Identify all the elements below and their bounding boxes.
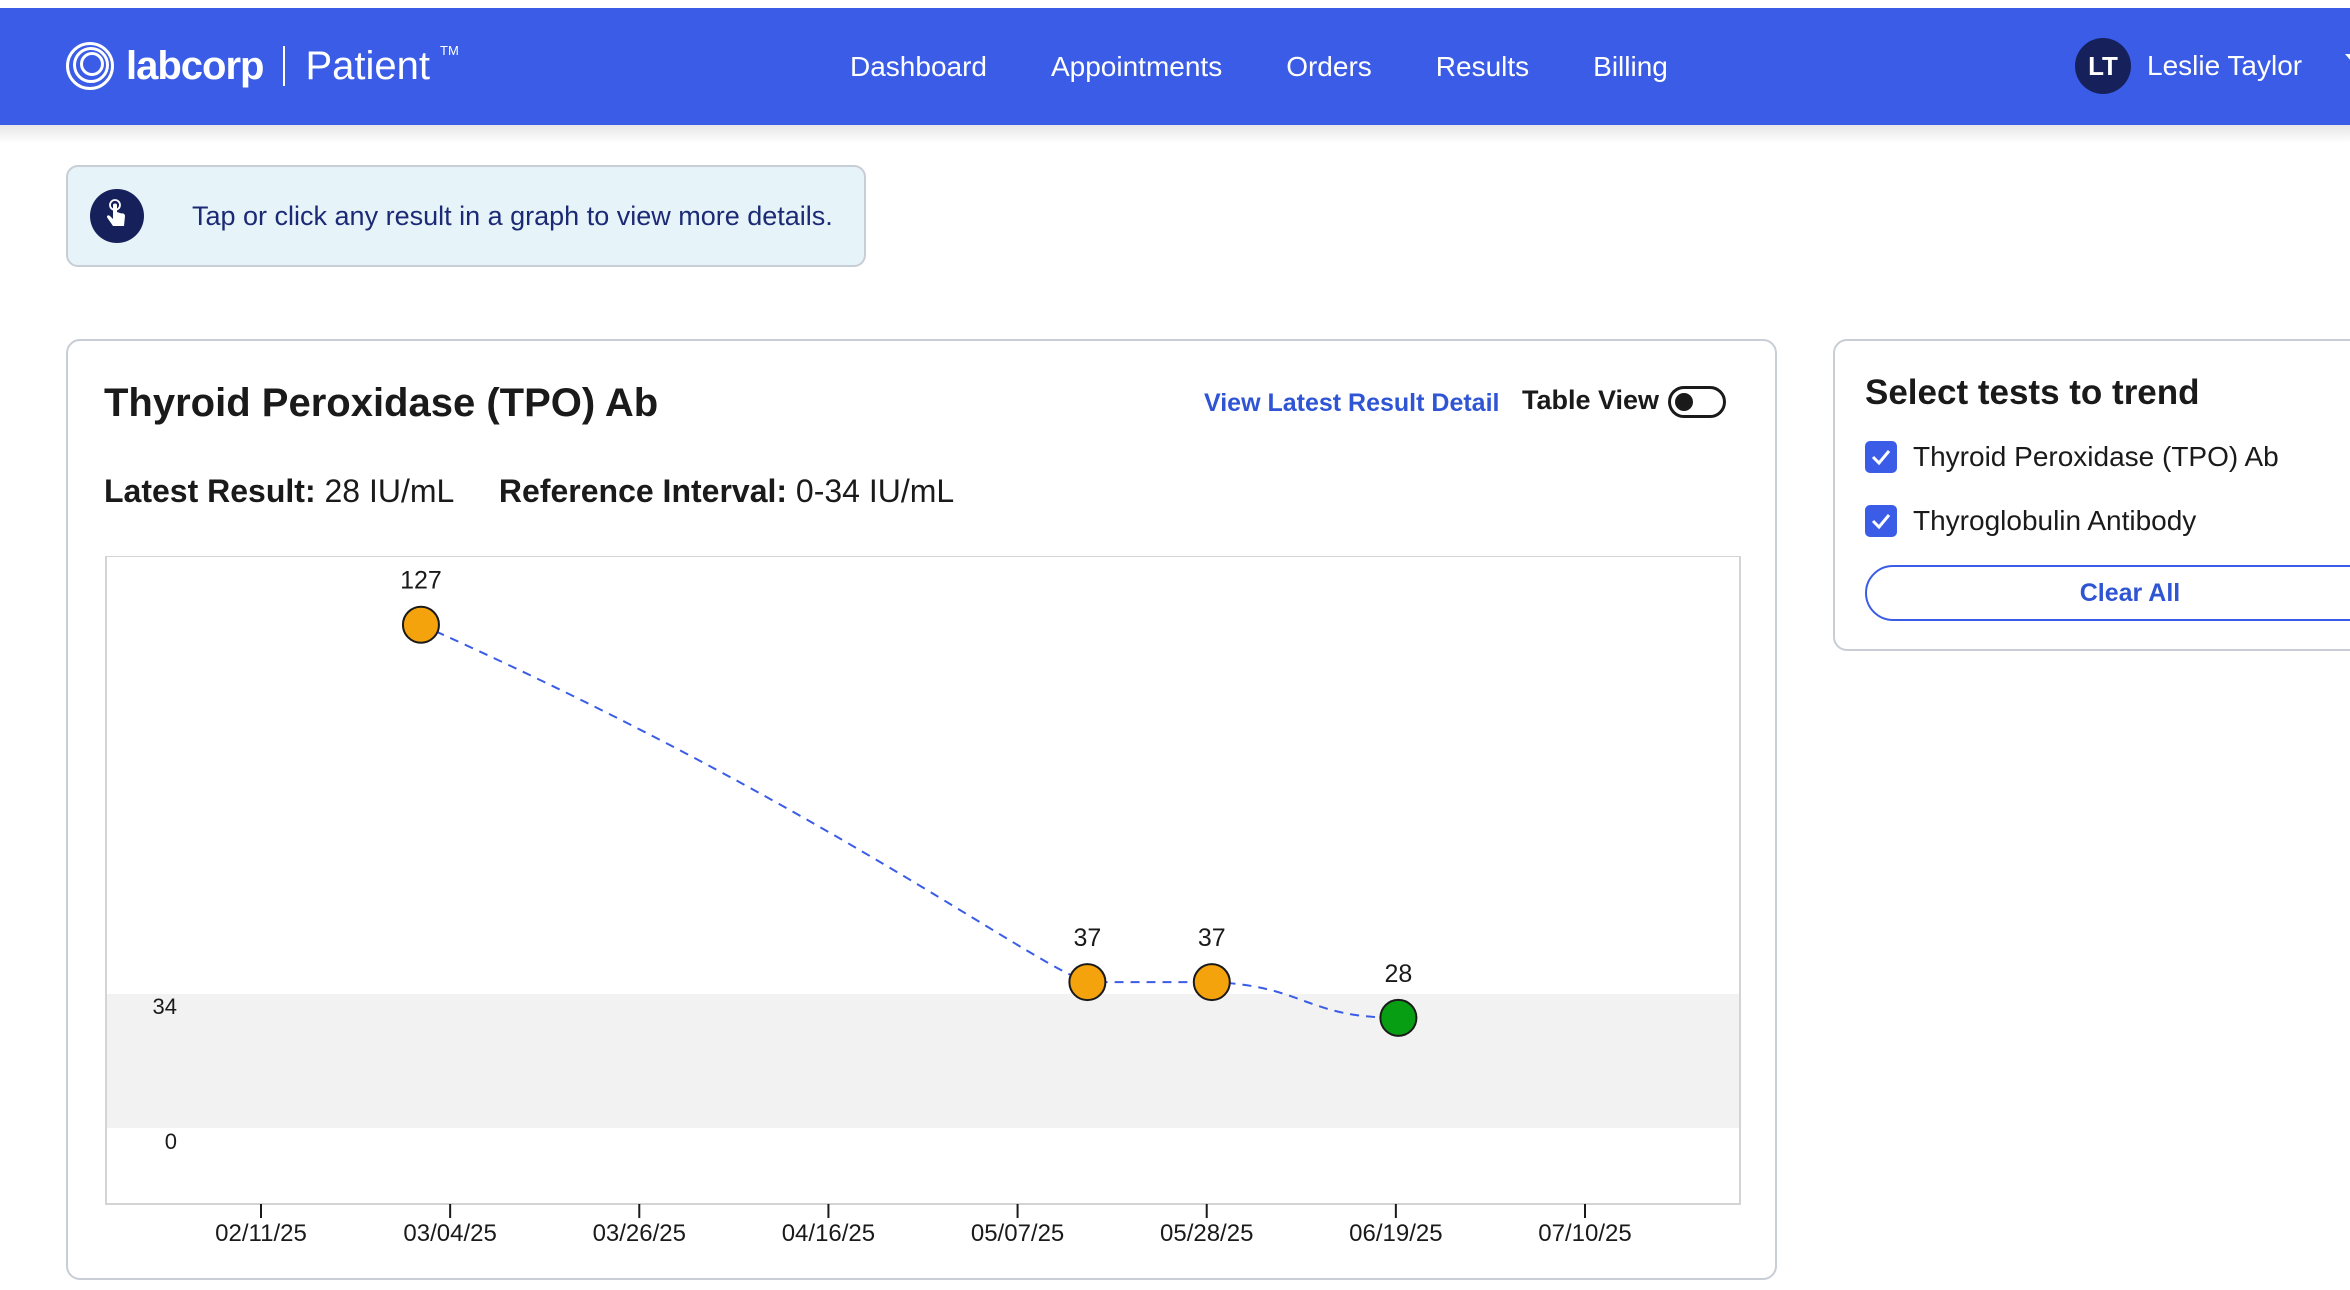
result-point[interactable] [401, 605, 440, 644]
result-summary: Latest Result: 28 IU/mL Reference Interv… [104, 473, 955, 509]
logo-wordmark: labcorp [126, 43, 264, 88]
test-option-label: Thyroglobulin Antibody [1913, 505, 2197, 536]
nav-orders[interactable]: Orders [1286, 50, 1372, 82]
avatar: LT [2075, 38, 2131, 94]
table-view-label: Table View [1522, 385, 1660, 415]
panel-title: Select tests to trend [1865, 373, 2200, 412]
graph-hint-banner: Tap or click any result in a graph to vi… [66, 165, 866, 267]
labcorp-logo-icon [64, 40, 116, 92]
y-tick-label: 34 [153, 994, 177, 1019]
hint-text: Tap or click any result in a graph to vi… [192, 200, 833, 231]
main-nav: Dashboard Appointments Orders Results Bi… [850, 8, 1732, 125]
reference-interval-label: Reference Interval [498, 473, 777, 509]
trend-chart-svg: 34 0 02/11/25 03/04/25 03/26/25 04/16/25 05/07… [105, 556, 1741, 1247]
toggle-knob [1675, 393, 1693, 411]
y-tick-label: 0 [165, 1129, 177, 1154]
logo-divider [283, 46, 286, 86]
x-tick-label: 02/11/25 [215, 1220, 307, 1247]
x-tick-label: 05/28/25 [1160, 1220, 1253, 1247]
labcorp-patient-logo[interactable]: labcorp Patient TM [64, 38, 459, 94]
clear-all-button[interactable]: Clear All [1865, 565, 2350, 621]
result-point[interactable] [1192, 963, 1231, 1002]
test-option-label: Thyroid Peroxidase (TPO) Ab [1913, 441, 2279, 472]
reference-range-band [107, 994, 1739, 1128]
logo-trademark: TM [440, 42, 459, 58]
top-navigation-bar: labcorp Patient TM Dashboard Appointment… [0, 8, 2350, 125]
select-tests-panel: Select tests to trend Thyroid Peroxidase… [1833, 339, 2350, 651]
result-point[interactable] [1379, 998, 1418, 1037]
x-tick-label: 03/26/25 [593, 1220, 686, 1247]
checkbox-checked-icon[interactable] [1865, 505, 1897, 537]
point-value-label: 37 [1198, 924, 1226, 952]
trend-chart-card: Thyroid Peroxidase (TPO) Ab View Latest … [66, 339, 1777, 1280]
latest-result-value: 28 IU/mL [324, 473, 454, 509]
table-view-toggle[interactable] [1668, 386, 1726, 418]
test-option-thyroglobulin[interactable]: Thyroglobulin Antibody [1865, 505, 2196, 537]
point-value-label: 127 [400, 567, 442, 595]
nav-billing[interactable]: Billing [1593, 50, 1668, 82]
x-tick-label: 06/19/25 [1349, 1220, 1442, 1247]
user-name: Leslie Taylor [2147, 50, 2303, 81]
checkbox-checked-icon[interactable] [1865, 441, 1897, 473]
header-shadow [0, 125, 2350, 143]
reference-interval-value: 0-34 IU/mL [795, 473, 955, 509]
point-value-label: 28 [1384, 960, 1412, 988]
x-tick-label: 03/04/25 [403, 1220, 496, 1247]
test-option-tpo[interactable]: Thyroid Peroxidase (TPO) Ab [1865, 441, 2279, 473]
latest-result-label: Latest Result [104, 473, 305, 509]
point-value-label: 37 [1073, 924, 1101, 952]
view-latest-result-link[interactable]: View Latest Result Detail [1204, 389, 1500, 417]
nav-results[interactable]: Results [1435, 50, 1530, 82]
nav-dashboard[interactable]: Dashboard [850, 50, 987, 82]
user-menu[interactable]: LT Leslie Taylor [2075, 38, 2350, 94]
test-title: Thyroid Peroxidase (TPO) Ab [104, 381, 659, 425]
logo-subtitle: Patient [305, 43, 431, 88]
x-tick-label: 07/10/25 [1538, 1220, 1631, 1247]
tap-hand-icon [90, 189, 144, 243]
nav-appointments[interactable]: Appointments [1050, 50, 1223, 82]
x-tick-label: 04/16/25 [782, 1220, 875, 1247]
chevron-down-icon [2345, 54, 2350, 62]
trend-chart: 34 0 02/11/25 03/04/25 03/26/25 04/16/25 05/07… [104, 556, 1744, 1258]
result-point[interactable] [1068, 963, 1107, 1002]
x-tick-label: 05/07/25 [971, 1220, 1064, 1247]
